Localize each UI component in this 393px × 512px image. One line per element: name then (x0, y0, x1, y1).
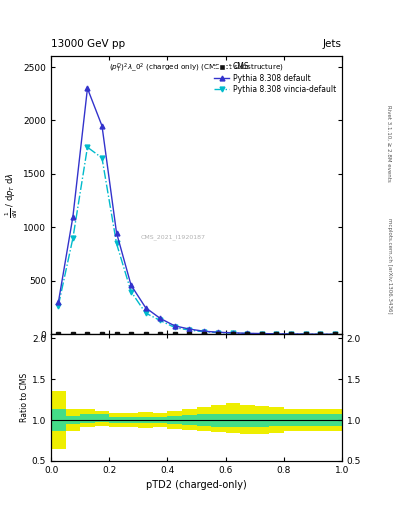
Text: CMS_2021_I1920187: CMS_2021_I1920187 (141, 234, 206, 240)
Y-axis label: Ratio to CMS: Ratio to CMS (20, 373, 29, 422)
Text: 13000 GeV pp: 13000 GeV pp (51, 38, 125, 49)
X-axis label: pTD2 (charged-only): pTD2 (charged-only) (146, 480, 247, 490)
Text: $(p_T^D)^2\lambda\_0^2$ (charged only) (CMS jet substructure): $(p_T^D)^2\lambda\_0^2$ (charged only) (… (109, 62, 284, 75)
Legend: CMS, Pythia 8.308 default, Pythia 8.308 vincia-default: CMS, Pythia 8.308 default, Pythia 8.308 … (212, 60, 338, 96)
Text: mcplots.cern.ch [arXiv:1306.3436]: mcplots.cern.ch [arXiv:1306.3436] (387, 219, 391, 314)
Text: Rivet 3.1.10, ≥ 2.8M events: Rivet 3.1.10, ≥ 2.8M events (387, 105, 391, 182)
Text: Jets: Jets (323, 38, 342, 49)
Y-axis label: $\frac{1}{\mathrm{d}N}$ / $\mathrm{d}p_T$ $\mathrm{d}\lambda$: $\frac{1}{\mathrm{d}N}$ / $\mathrm{d}p_T… (4, 173, 20, 218)
